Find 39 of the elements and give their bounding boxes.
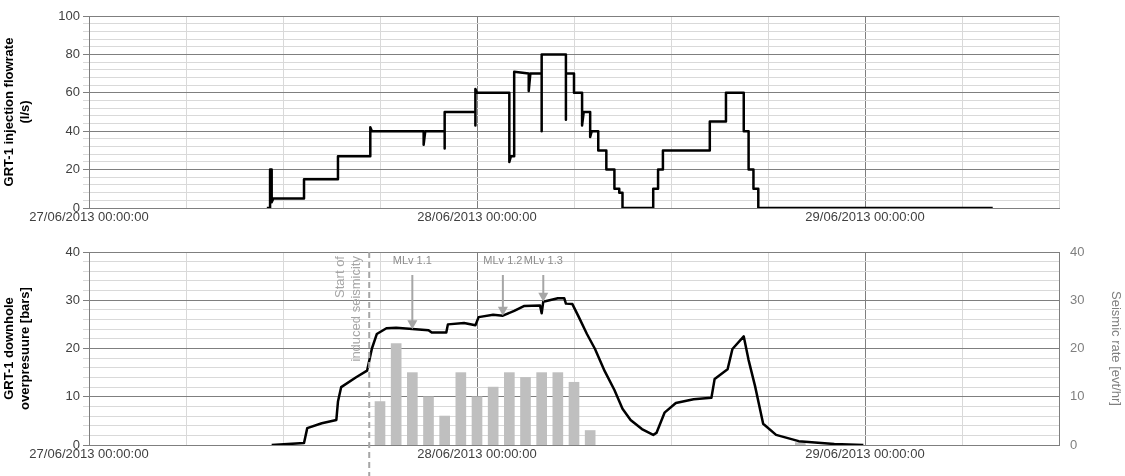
y2-tick-label: 40 bbox=[1070, 243, 1085, 259]
y-tick-label: 30 bbox=[65, 291, 80, 307]
y2-tick-label: 10 bbox=[1070, 388, 1085, 404]
y-tick-label: 20 bbox=[65, 340, 80, 356]
bar bbox=[568, 381, 580, 445]
bar bbox=[423, 396, 434, 445]
bar bbox=[552, 372, 564, 445]
y-tick-label: 20 bbox=[65, 161, 80, 177]
x-tick-label: 28/06/2013 00:00:00 bbox=[417, 446, 537, 462]
x-tick-label: 29/06/2013 00:00:00 bbox=[805, 446, 925, 462]
bar bbox=[374, 401, 386, 445]
y-axis-title: GRT-1 injection flowrate (l/s) bbox=[1, 37, 32, 187]
bar bbox=[471, 396, 483, 445]
bar bbox=[390, 343, 402, 445]
bar bbox=[584, 430, 596, 445]
bar bbox=[520, 377, 531, 445]
y2-tick-label: 0 bbox=[1070, 436, 1078, 452]
y-tick-label: 40 bbox=[65, 122, 80, 138]
bar bbox=[536, 372, 547, 445]
y2-axis-title: Seismic rate [evt/hr] bbox=[1108, 291, 1124, 406]
x-tick-label: 29/06/2013 00:00:00 bbox=[805, 209, 925, 225]
x-tick-label: 28/06/2013 00:00:00 bbox=[417, 209, 537, 225]
bar bbox=[504, 372, 515, 445]
bar bbox=[487, 386, 499, 445]
y-tick-label: 40 bbox=[65, 243, 80, 259]
bar bbox=[439, 415, 450, 445]
ref-line-label: Start of induced seismicity bbox=[332, 255, 364, 362]
y2-tick-label: 20 bbox=[1070, 340, 1085, 356]
bar bbox=[407, 372, 418, 445]
annotation: MLv 1.3 bbox=[523, 253, 563, 266]
y-tick-label: 60 bbox=[65, 84, 80, 100]
y-tick-label: 80 bbox=[65, 45, 80, 61]
y2-tick-label: 30 bbox=[1070, 291, 1085, 307]
y-tick-label: 10 bbox=[65, 388, 80, 404]
y-axis-title: GRT-1 downhole overpresuure [bars] bbox=[1, 287, 32, 410]
annotation: MLv 1.1 bbox=[392, 253, 432, 266]
y-tick-label: 100 bbox=[58, 7, 80, 23]
annotation: MLv 1.2 bbox=[483, 253, 523, 266]
bar bbox=[455, 372, 467, 445]
